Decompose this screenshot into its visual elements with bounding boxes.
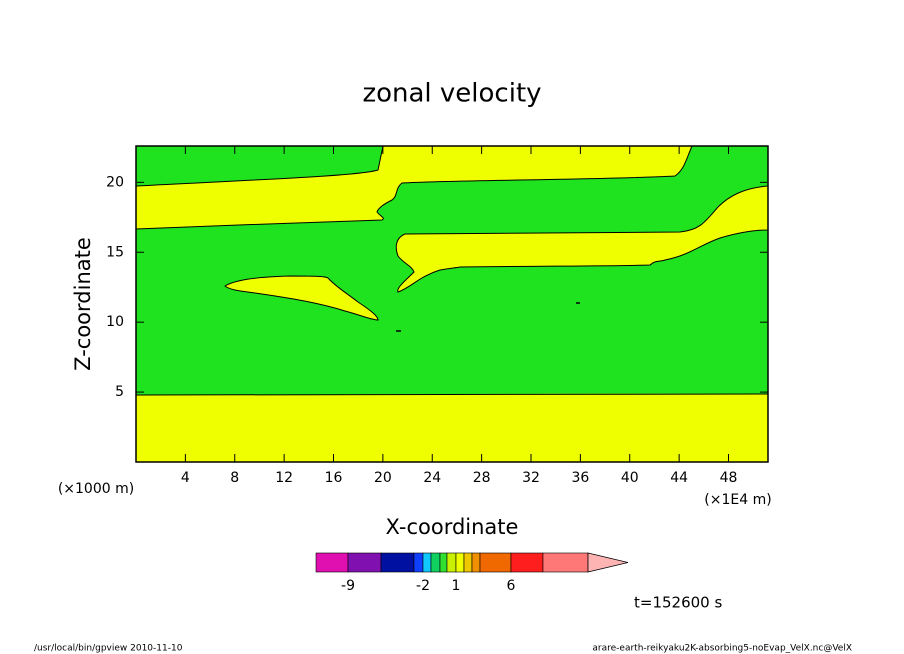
x-tick-label: 16 [325,470,343,486]
colorbar-segment [446,552,457,573]
colorbar-tick-label: -2 [416,578,430,594]
contour-region [135,393,769,463]
plot-frame [135,145,769,463]
colorbar-segment [315,552,349,573]
x-tick-label: 12 [275,470,293,486]
time-label: t=152600 s [634,594,722,612]
x-tick-label: 40 [621,470,639,486]
x-unit-label: (×1000 m) [58,481,134,497]
x-tick-label: 28 [473,470,491,486]
colorbar-extension [587,552,629,573]
colorbar-tick-label: -9 [341,578,355,594]
x-tick-label: 36 [571,470,589,486]
x-tick-label: 20 [374,470,392,486]
x-tick-label: 24 [423,470,441,486]
colorbar-segment [347,552,382,573]
colorbar-segment [430,552,441,573]
contour-region [224,275,379,321]
colorbar-segment [510,552,544,573]
contour-region [135,145,693,230]
colorbar-tick-label: 6 [507,578,516,594]
footer-right: arare-earth-reikyaku2K-absorbing5-noEvap… [592,644,852,654]
contour-region [395,185,769,293]
colorbar-segment [413,552,424,573]
contour-speck [396,302,580,332]
colorbar-segment [463,552,473,573]
x-unit-label: (×1E4 m) [704,492,771,508]
colorbar-segment [439,552,448,573]
y-tick-label: 5 [115,384,124,400]
y-tick-label: 15 [106,244,124,260]
x-tick-label: 48 [720,470,738,486]
colorbar-segment [380,552,415,573]
x-tick-label: 44 [670,470,688,486]
colorbar-segment [455,552,465,573]
colorbar-segment [471,552,481,573]
y-tick-label: 20 [106,174,124,190]
footer-left: /usr/local/bin/gpview 2010-11-10 [34,644,183,654]
x-tick-label: 32 [522,470,540,486]
colorbar-segment [542,552,589,573]
contour-field [135,145,769,463]
colorbar-segment [422,552,432,573]
colorbar-tick-label: 1 [452,578,461,594]
x-tick-label: 8 [230,470,239,486]
y-tick-label: 10 [106,314,124,330]
y-axis-label: Z-coordinate [71,237,95,371]
x-axis-label: X-coordinate [386,515,519,539]
colorbar-segment [479,552,512,573]
chart-title: zonal velocity [362,79,541,109]
x-tick-label: 4 [181,470,190,486]
